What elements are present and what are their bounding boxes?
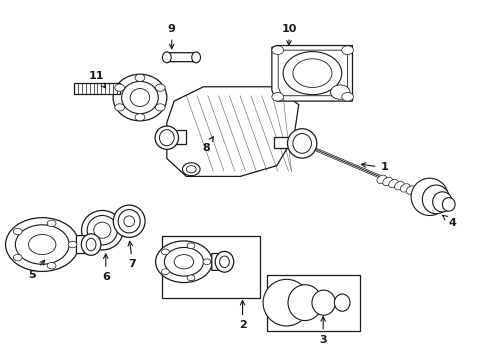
Polygon shape	[167, 53, 198, 62]
Ellipse shape	[294, 134, 309, 150]
Ellipse shape	[290, 131, 313, 154]
Circle shape	[155, 104, 165, 111]
Text: 5: 5	[28, 260, 45, 280]
Text: 2: 2	[239, 301, 246, 330]
Circle shape	[186, 166, 196, 173]
Ellipse shape	[383, 177, 392, 186]
Ellipse shape	[422, 185, 450, 214]
Polygon shape	[74, 83, 121, 94]
Circle shape	[182, 163, 200, 176]
Text: 7: 7	[128, 241, 137, 269]
Polygon shape	[167, 87, 299, 176]
Ellipse shape	[406, 186, 416, 194]
Ellipse shape	[81, 211, 123, 250]
Ellipse shape	[118, 210, 140, 233]
Circle shape	[272, 46, 284, 54]
Ellipse shape	[288, 285, 322, 320]
Text: 9: 9	[168, 24, 175, 49]
Ellipse shape	[113, 205, 145, 237]
Ellipse shape	[389, 179, 398, 188]
Circle shape	[135, 74, 145, 81]
Text: 6: 6	[102, 254, 110, 282]
Circle shape	[161, 249, 169, 255]
Ellipse shape	[288, 129, 317, 158]
Circle shape	[68, 241, 77, 248]
Polygon shape	[278, 50, 347, 96]
Polygon shape	[167, 130, 186, 144]
Ellipse shape	[94, 222, 111, 238]
Ellipse shape	[312, 290, 335, 315]
Ellipse shape	[122, 81, 158, 114]
Ellipse shape	[442, 198, 455, 211]
Circle shape	[13, 228, 22, 235]
Ellipse shape	[433, 192, 452, 212]
Ellipse shape	[400, 184, 410, 192]
Circle shape	[115, 84, 124, 91]
Circle shape	[135, 114, 145, 121]
Ellipse shape	[159, 130, 174, 146]
Circle shape	[331, 85, 350, 99]
Bar	[162, 235, 260, 298]
Polygon shape	[272, 45, 352, 101]
Circle shape	[28, 234, 56, 255]
Text: 11: 11	[88, 71, 106, 88]
Text: 4: 4	[442, 215, 457, 228]
Circle shape	[174, 255, 194, 269]
Circle shape	[342, 93, 353, 101]
Circle shape	[283, 51, 342, 95]
Ellipse shape	[293, 134, 312, 153]
Ellipse shape	[87, 216, 118, 245]
Circle shape	[187, 243, 195, 249]
Ellipse shape	[162, 52, 171, 63]
Ellipse shape	[263, 279, 310, 326]
Polygon shape	[212, 253, 226, 270]
Circle shape	[156, 241, 212, 283]
Ellipse shape	[394, 181, 404, 190]
Ellipse shape	[334, 294, 350, 311]
Circle shape	[342, 46, 353, 54]
Circle shape	[15, 225, 69, 264]
Circle shape	[293, 59, 332, 87]
Circle shape	[155, 84, 165, 91]
Ellipse shape	[113, 74, 167, 121]
Circle shape	[115, 104, 124, 111]
Ellipse shape	[86, 238, 96, 251]
Ellipse shape	[215, 251, 234, 272]
Text: 1: 1	[361, 162, 388, 172]
Ellipse shape	[124, 216, 135, 226]
Circle shape	[47, 220, 56, 227]
Polygon shape	[76, 235, 94, 253]
Text: 10: 10	[281, 24, 296, 45]
Circle shape	[187, 275, 195, 281]
Circle shape	[47, 262, 56, 269]
Bar	[267, 275, 360, 330]
Text: 8: 8	[202, 137, 214, 153]
Circle shape	[272, 93, 284, 101]
Ellipse shape	[130, 89, 150, 107]
Ellipse shape	[377, 175, 387, 184]
Circle shape	[13, 255, 22, 261]
Ellipse shape	[220, 256, 229, 267]
Circle shape	[5, 218, 79, 271]
Text: 3: 3	[319, 317, 327, 345]
Circle shape	[164, 247, 203, 276]
Ellipse shape	[81, 234, 101, 255]
Circle shape	[161, 269, 169, 275]
Circle shape	[203, 259, 211, 265]
Ellipse shape	[192, 52, 200, 63]
Polygon shape	[274, 137, 304, 148]
Ellipse shape	[155, 126, 178, 149]
Ellipse shape	[411, 178, 448, 216]
